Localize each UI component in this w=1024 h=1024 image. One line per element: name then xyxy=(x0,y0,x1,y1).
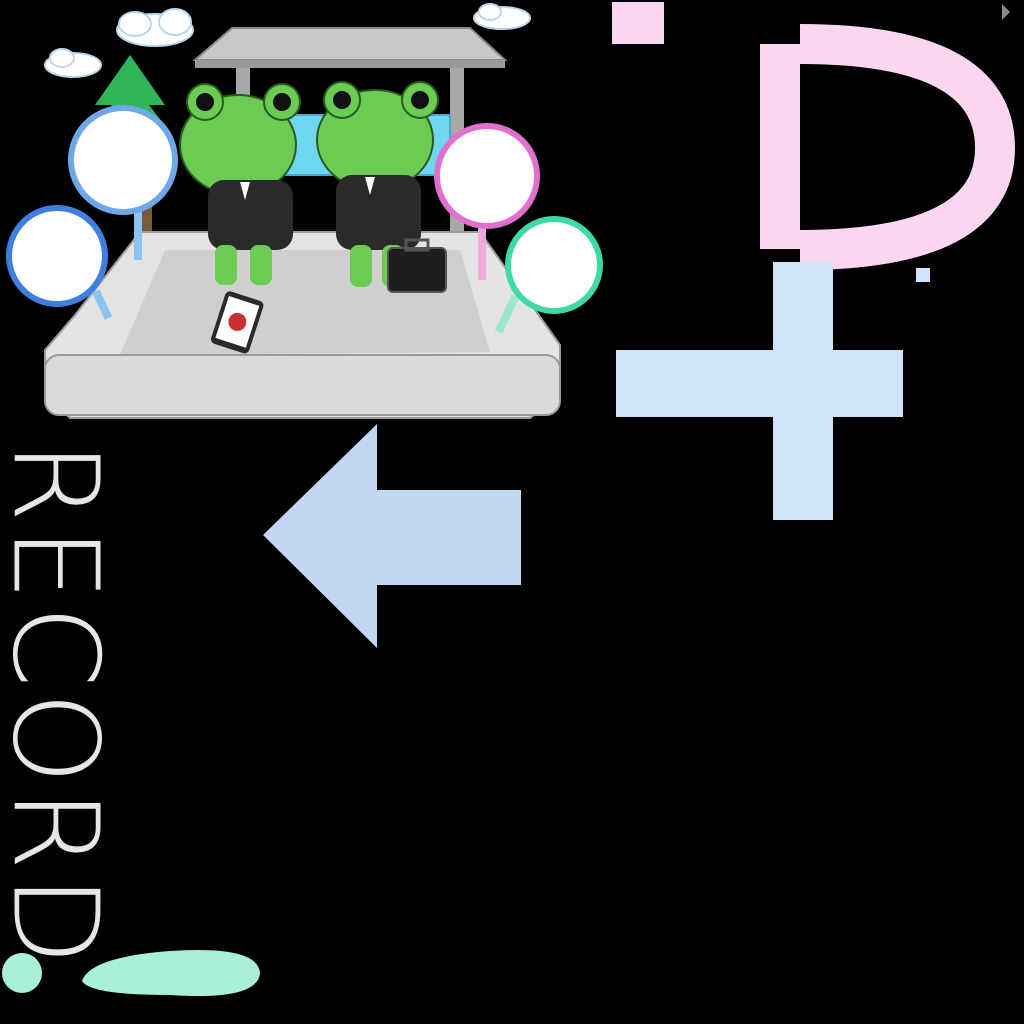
briefcase xyxy=(387,238,447,293)
p-glyph xyxy=(612,2,1016,282)
dropped-phone xyxy=(211,291,264,354)
plus-glyph xyxy=(616,262,903,520)
badge-blue-top xyxy=(68,105,178,260)
left-arrow-icon xyxy=(263,424,521,648)
frog-right xyxy=(316,81,439,287)
badge-pink xyxy=(434,123,540,280)
cloud-icon xyxy=(44,3,531,78)
record-text: RECORD xyxy=(0,440,125,970)
badge-teal xyxy=(494,216,603,334)
frog-bus-stop-illustration xyxy=(6,3,603,419)
frog-left xyxy=(179,83,301,285)
exclamation-glyph xyxy=(2,949,260,997)
badge-blue-left xyxy=(6,205,113,320)
record-title: RECORD xyxy=(0,430,124,980)
